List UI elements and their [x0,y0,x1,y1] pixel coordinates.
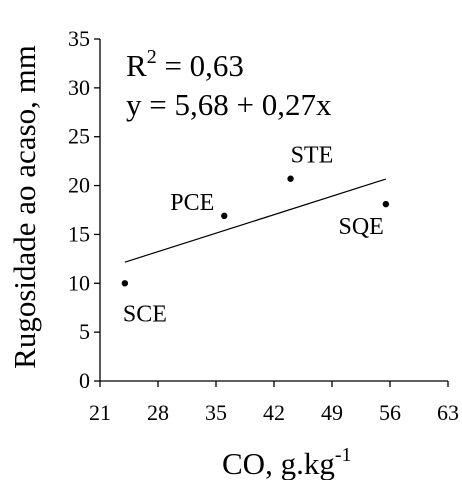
x-tick-label: 56 [379,400,401,425]
x-axis-title: CO, g.kg-1 [222,444,352,480]
y-tick-label: 35 [68,26,90,51]
regression-equation: y = 5,68 + 0,27x [126,87,332,122]
r2-annotation: R2 = 0,63 [126,46,244,83]
axes: 0 5 10 15 20 25 30 35 21 28 35 42 49 56 63 [68,26,459,425]
data-point-pce [221,212,228,220]
data-point-sce [121,280,129,287]
point-label-pce: PCE [170,190,214,216]
r2-superscript: 2 [147,46,157,68]
point-label-ste: STE [291,143,334,169]
x-tick-label: 49 [321,400,343,425]
data-marks: SCE PCE STE SQE [121,143,390,327]
y-tick-label: 0 [79,368,90,393]
data-point-ste [287,175,294,182]
trend-line [124,178,387,263]
y-tick-label: 15 [68,221,90,246]
data-point-sqe [382,200,390,208]
y-tick-label: 5 [79,319,90,344]
x-tick-label: 35 [205,400,227,425]
x-tick-label: 42 [263,400,285,425]
x-tick-label: 21 [89,400,111,425]
x-tick-label: 63 [437,400,459,425]
point-label-sqe: SQE [339,214,384,240]
y-tick-label: 10 [68,270,90,295]
y-tick-label: 30 [68,75,90,100]
y-tick-label: 25 [68,124,90,149]
point-label-sce: SCE [123,301,167,327]
y-tick-label: 20 [68,173,90,198]
x-axis-title-superscript: -1 [335,444,352,466]
x-tick-label: 28 [147,400,169,425]
y-axis-title: Rugosidade ao acaso, mm [7,45,42,369]
